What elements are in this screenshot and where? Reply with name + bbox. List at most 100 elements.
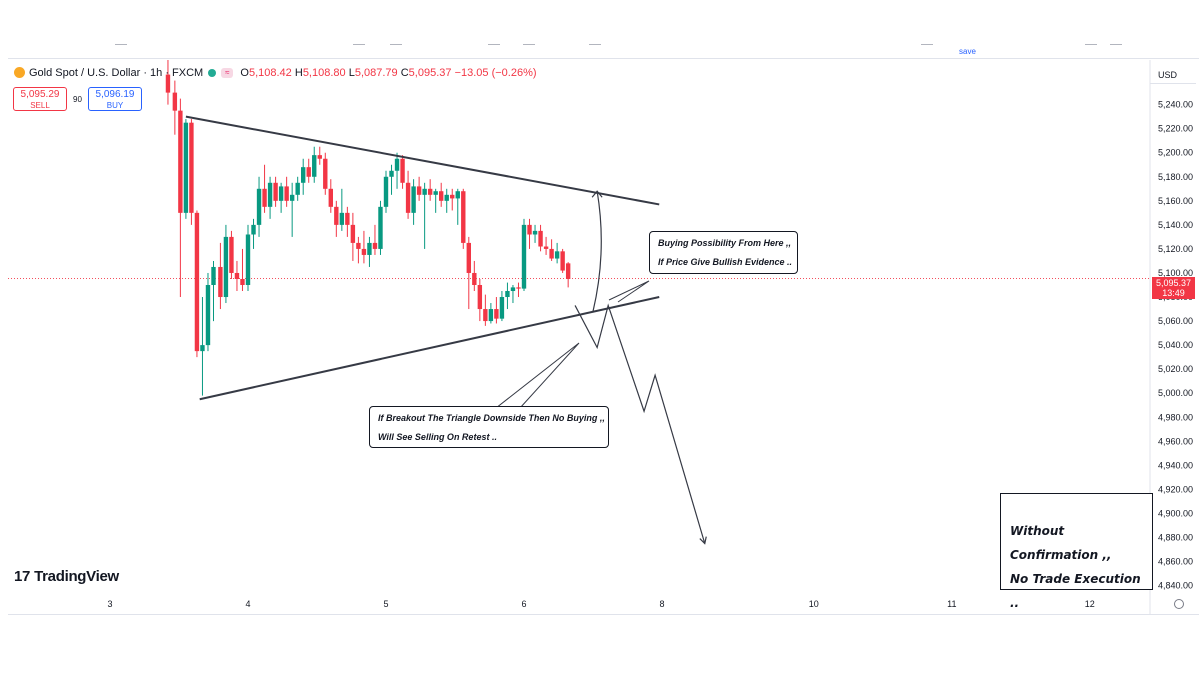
toolbar-icon-2[interactable]	[353, 44, 365, 51]
candle-body	[284, 186, 289, 201]
y-tick-label: 5,140.00	[1158, 220, 1193, 230]
x-tick-label: 3	[107, 599, 112, 609]
toolbar-divider	[8, 58, 1199, 59]
candle-body	[565, 263, 571, 279]
candle-body	[194, 212, 200, 352]
y-tick-label: 5,060.00	[1158, 316, 1193, 326]
note-line-2: No Trade Execution ..	[1010, 572, 1141, 610]
y-tick-label: 5,220.00	[1158, 124, 1193, 134]
candle-body	[312, 155, 317, 177]
candle-body	[378, 206, 383, 249]
toolbar-icon-7[interactable]	[921, 44, 933, 51]
candle-body	[306, 167, 311, 177]
candle-body	[178, 110, 183, 213]
bullish-scenario-path	[592, 191, 602, 312]
low-key: L	[348, 67, 355, 79]
candle-body	[205, 284, 211, 346]
change-value: −13.05 (−0.26%)	[454, 67, 537, 79]
candle-body	[301, 167, 306, 183]
x-tick-label: 4	[245, 599, 250, 609]
open-value: 5,108.42	[248, 67, 292, 79]
candle-body	[472, 272, 477, 285]
candle-body	[240, 278, 245, 285]
candle-body	[211, 266, 216, 285]
bar-countdown: 13:49	[1162, 288, 1185, 298]
toolbar-icon-1[interactable]	[115, 44, 127, 51]
candle-body	[394, 158, 400, 171]
tradingview-logo-icon: 17	[14, 568, 31, 585]
note-line-1: Without Confirmation ,,	[1010, 524, 1112, 562]
y-tick-label: 5,240.00	[1158, 100, 1193, 110]
candle-body	[278, 186, 284, 201]
toolbar-icon-4[interactable]	[488, 44, 500, 51]
candle-body	[323, 158, 328, 189]
confirmation-note[interactable]: Without Confirmation ,, No Trade Executi…	[1000, 493, 1153, 610]
triangle-lower-trendline	[199, 296, 660, 401]
candle-body	[317, 155, 322, 159]
candle-body	[400, 158, 405, 183]
candle-body	[273, 182, 278, 201]
breakdown-scenario-callout[interactable]: If Breakout The Triangle Downside Then N…	[369, 406, 609, 448]
y-tick-label: 5,000.00	[1158, 388, 1193, 398]
chart-legend: Gold Spot / U.S. Dollar · 1h · FXCM ≈ O5…	[14, 67, 537, 79]
candle-body	[483, 309, 488, 322]
candle-body	[165, 74, 171, 93]
chart-settings-icon[interactable]	[1174, 599, 1184, 609]
toolbar-icon-8[interactable]	[1085, 44, 1097, 51]
candle-body	[383, 176, 389, 207]
bearish-arrowhead	[699, 536, 707, 545]
toolbar-icon-5[interactable]	[523, 44, 535, 51]
breakdown-callout-pointer	[495, 342, 580, 409]
candle-body	[439, 191, 444, 201]
y-tick-label: 4,920.00	[1158, 484, 1193, 494]
candle-body	[267, 182, 273, 207]
low-value: 5,087.79	[354, 67, 398, 79]
buy-label: BUY	[106, 101, 124, 110]
top-toolbar: save	[0, 0, 1199, 60]
candles-group	[165, 60, 571, 396]
toolbar-icon-6[interactable]	[589, 44, 601, 51]
candle-body	[543, 246, 549, 249]
candle-body	[461, 191, 466, 243]
x-tick-label: 6	[521, 599, 526, 609]
high-value: 5,108.80	[302, 67, 346, 79]
candle-body	[416, 186, 422, 195]
x-tick-label: 5	[383, 599, 388, 609]
buy-scenario-callout[interactable]: Buying Possibility From Here ,, If Price…	[649, 231, 798, 274]
sell-label: SELL	[30, 101, 50, 110]
toolbar-icon-3[interactable]	[390, 44, 402, 51]
candle-body	[532, 230, 538, 235]
currency-selector[interactable]: USD	[1158, 70, 1178, 80]
candle-body	[405, 182, 411, 213]
spread-value: 90	[73, 95, 82, 104]
candle-body	[466, 242, 471, 273]
candle-body	[494, 309, 499, 319]
close-key: C	[400, 67, 409, 79]
buy-price: 5,096.19	[95, 89, 135, 100]
symbol-name[interactable]: Gold Spot / U.S. Dollar · 1h · FXCM	[29, 67, 204, 79]
x-tick-label: 10	[809, 599, 819, 609]
save-button[interactable]: save	[959, 47, 976, 56]
candle-body	[200, 345, 205, 352]
buy-button[interactable]: 5,096.19 BUY	[88, 87, 142, 111]
x-tick-label: 12	[1085, 599, 1095, 609]
triangle-upper-trendline	[185, 115, 660, 206]
buy-callout-line-1: Buying Possibility From Here ,,	[658, 238, 792, 248]
candle-body	[367, 242, 372, 255]
candle-body	[289, 194, 295, 201]
visibility-toggle-icon[interactable]: ≈	[221, 68, 234, 79]
candle-body	[505, 291, 510, 298]
y-tick-label: 5,020.00	[1158, 364, 1193, 374]
candle-body	[183, 122, 189, 213]
toolbar-icon-9[interactable]	[1110, 44, 1122, 51]
y-tick-label: 5,180.00	[1158, 172, 1193, 182]
y-tick-label: 4,840.00	[1158, 581, 1193, 591]
buy-callout-pointer	[608, 280, 650, 303]
tradingview-logo[interactable]: 17 TradingView	[14, 568, 119, 585]
bearish-scenario-path	[574, 303, 706, 544]
x-tick-label: 11	[947, 599, 956, 609]
sell-button[interactable]: 5,095.29 SELL	[13, 87, 67, 111]
y-tick-label: 5,100.00	[1158, 268, 1193, 278]
candle-body	[411, 186, 416, 213]
